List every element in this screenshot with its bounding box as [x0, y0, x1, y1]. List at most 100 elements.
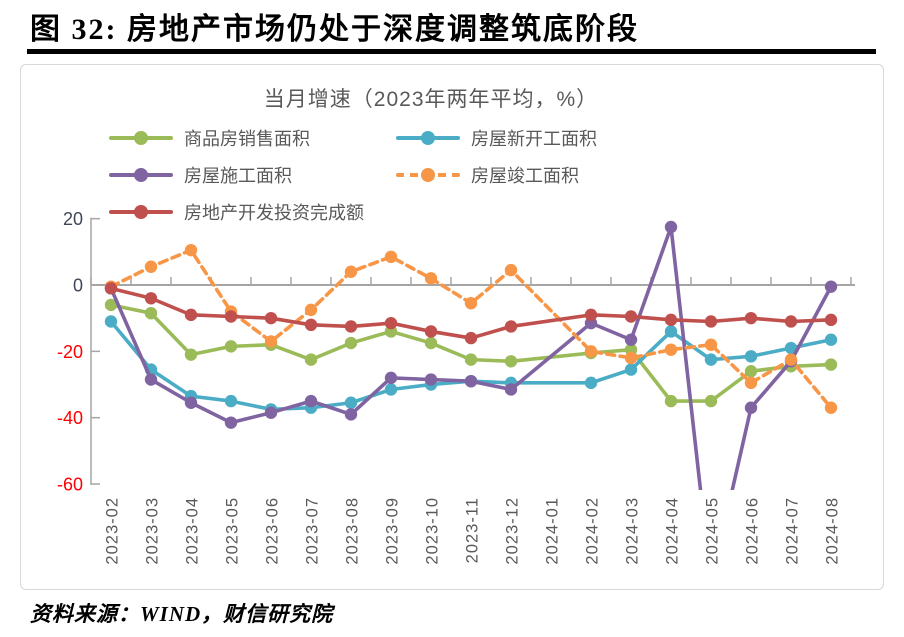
- x-tick-label: 2024-05: [704, 497, 722, 565]
- series-point-4: [744, 311, 758, 325]
- series-point-4: [664, 313, 678, 327]
- series-point-4: [144, 292, 158, 305]
- series-point-3: [424, 272, 438, 285]
- legend-label: 房地产开发投资完成额: [184, 203, 364, 223]
- series-point-3: [784, 353, 798, 366]
- legend-label: 房屋竣工面积: [471, 166, 579, 186]
- series-point-0: [184, 348, 198, 361]
- series-point-1: [744, 350, 758, 363]
- legend-item-4: 房地产开发投资完成额: [109, 199, 396, 225]
- series-point-2: [224, 416, 238, 429]
- series-point-4: [104, 282, 118, 295]
- series-line-2: [109, 225, 833, 490]
- y-tick-label: -60: [57, 475, 83, 495]
- y-tick-label: -40: [57, 408, 83, 428]
- series-point-1: [104, 315, 118, 328]
- series-point-1: [384, 383, 398, 396]
- legend-item-1: 房屋新开工面积: [396, 125, 597, 151]
- legend-dot-icon: [134, 168, 148, 182]
- series-point-0: [704, 394, 718, 408]
- chart-legend: 商品房销售面积 房屋新开工面积房屋施工面积 房屋竣工面积房地产开发投资完成额: [109, 125, 597, 225]
- legend-label: 商品房销售面积: [184, 129, 310, 149]
- x-tick-label: 2023-12: [504, 497, 522, 565]
- x-tick-label: 2024-07: [784, 497, 802, 565]
- series-point-2: [744, 401, 758, 414]
- series-point-3: [824, 401, 838, 414]
- legend-dot-icon: [134, 205, 148, 219]
- series-point-1: [704, 353, 718, 366]
- series-point-2: [344, 408, 358, 421]
- series-point-4: [704, 315, 718, 328]
- series-line-4: [109, 286, 833, 340]
- series-point-1: [224, 394, 238, 408]
- y-tick-label: -20: [57, 342, 83, 362]
- series-point-3: [184, 243, 198, 257]
- series-point-4: [784, 315, 798, 328]
- series-point-4: [504, 320, 518, 333]
- x-tick-label: 2023-08: [344, 497, 362, 565]
- x-tick-label: 2023-05: [224, 497, 242, 565]
- series-point-4: [464, 331, 478, 345]
- series-point-4: [344, 320, 358, 333]
- source-note: 资料来源：WIND，财信研究院: [30, 602, 334, 626]
- series-point-3: [504, 263, 518, 277]
- series-point-4: [184, 308, 198, 322]
- legend-line-marker: [396, 131, 460, 145]
- series-point-3: [144, 260, 158, 273]
- legend-line-marker: [109, 168, 173, 182]
- series-point-3: [704, 338, 718, 351]
- series-point-4: [584, 308, 598, 322]
- x-tick-label: 2023-07: [304, 497, 322, 565]
- x-tick-label: 2024-02: [584, 497, 602, 565]
- x-tick-label: 2023-04: [184, 497, 202, 565]
- legend-item-2: 房屋施工面积: [109, 162, 396, 188]
- series-point-0: [504, 355, 518, 368]
- figure-title: 图 32: 房地产市场仍处于深度调整筑底阶段: [30, 13, 639, 46]
- x-tick-label: 2023-02: [104, 497, 122, 565]
- series-point-2: [264, 406, 278, 419]
- series-point-3: [464, 297, 478, 310]
- x-tick-label: 2023-06: [264, 497, 282, 565]
- series-point-2: [624, 333, 638, 346]
- series-point-4: [624, 310, 638, 323]
- series-point-0: [424, 336, 438, 350]
- series-point-0: [744, 365, 758, 378]
- series-point-3: [744, 376, 758, 390]
- x-tick-label: 2024-01: [544, 497, 562, 565]
- series-point-0: [464, 353, 478, 366]
- legend-item-3: 房屋竣工面积: [396, 162, 597, 188]
- legend-dot-icon: [421, 131, 435, 145]
- series-point-4: [824, 313, 838, 327]
- series-point-2: [504, 383, 518, 396]
- legend-dot-icon: [134, 131, 148, 145]
- series-line-1: [109, 319, 833, 412]
- series-point-1: [584, 376, 598, 390]
- series-point-3: [624, 351, 638, 365]
- legend-line-marker: [109, 131, 173, 145]
- series-point-4: [304, 318, 318, 332]
- series-point-0: [304, 353, 318, 366]
- x-tick-label: 2024-04: [664, 497, 682, 565]
- series-point-2: [304, 394, 318, 408]
- series-point-2: [705, 577, 717, 589]
- x-tick-label: 2023-10: [424, 497, 442, 565]
- series-point-3: [304, 303, 318, 317]
- series-point-2: [664, 220, 678, 234]
- x-tick-label: 2024-06: [744, 497, 762, 565]
- series-point-0: [104, 298, 118, 312]
- series-point-1: [344, 396, 358, 409]
- series-point-1: [824, 333, 838, 346]
- x-tick-label: 2023-09: [384, 497, 402, 565]
- series-point-0: [144, 306, 158, 320]
- x-tick-label: 2023-11: [464, 497, 482, 563]
- chart-title: 当月增速（2023年两年平均，%）: [263, 88, 599, 111]
- series-point-2: [424, 373, 438, 386]
- series-point-1: [664, 325, 678, 338]
- series-point-4: [384, 316, 398, 330]
- x-tick-label: 2024-03: [624, 497, 642, 565]
- series-point-2: [144, 373, 158, 386]
- series-point-4: [224, 310, 238, 323]
- legend-label: 房屋新开工面积: [471, 129, 597, 149]
- series-point-3: [264, 335, 278, 348]
